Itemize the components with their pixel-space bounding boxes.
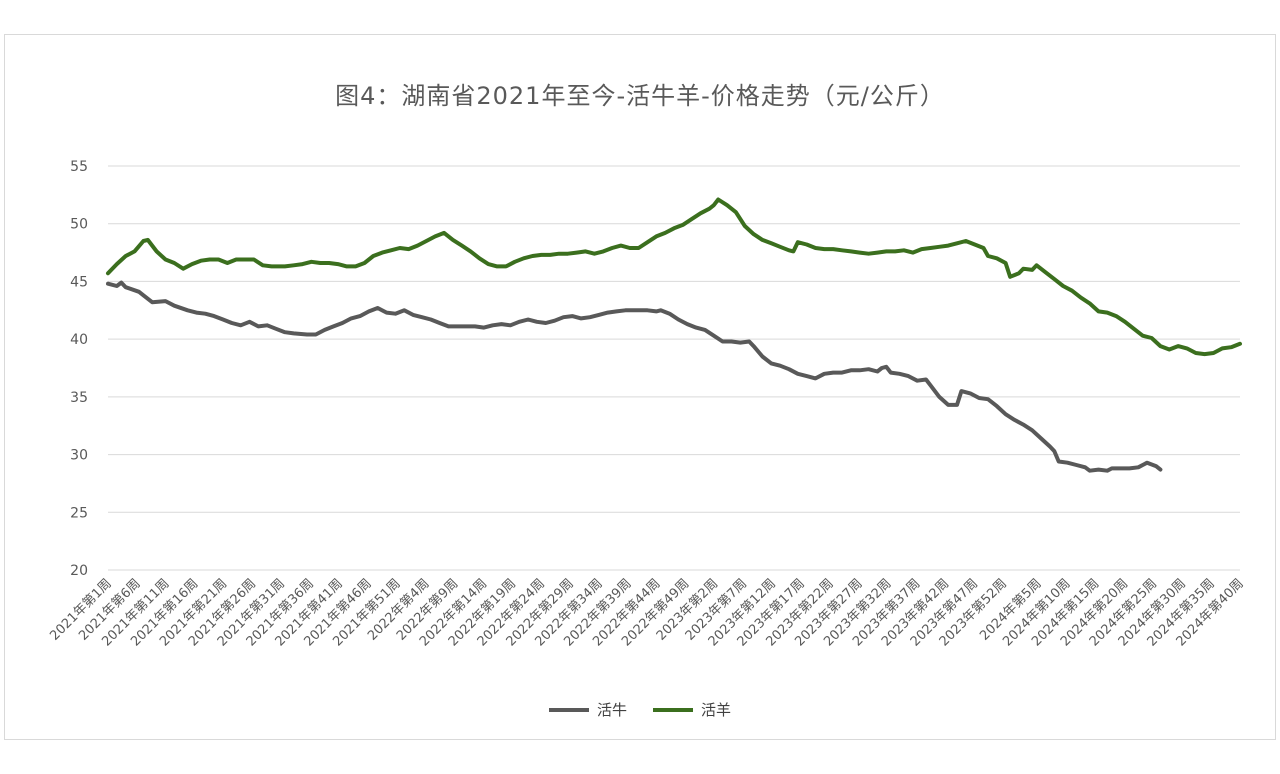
chart-frame (4, 34, 1276, 740)
y-tick-label-40: 40 (70, 332, 88, 348)
chart-legend: 活牛 活羊 (0, 699, 1280, 720)
y-tick-label-20: 20 (70, 563, 88, 579)
y-tick-label-35: 35 (70, 390, 88, 406)
y-tick-label-50: 50 (70, 217, 88, 233)
series-line-sheep (106, 197, 1242, 357)
series-line-cattle (106, 280, 1163, 473)
legend-item-cattle: 活牛 (548, 699, 627, 720)
legend-swatch-cattle (548, 707, 589, 712)
legend-label-sheep: 活羊 (701, 701, 732, 719)
y-tick-label-30: 30 (70, 448, 88, 464)
y-tick-label-45: 45 (70, 274, 88, 290)
chart-title: 图4：湖南省2021年至今-活牛羊-价格走势（元/公斤） (335, 82, 945, 110)
y-tick-label-55: 55 (70, 159, 88, 175)
legend-swatch-sheep (653, 707, 693, 712)
legend-item-sheep: 活羊 (653, 699, 731, 720)
legend-label-cattle: 活牛 (596, 701, 627, 719)
y-tick-label-25: 25 (70, 505, 88, 521)
